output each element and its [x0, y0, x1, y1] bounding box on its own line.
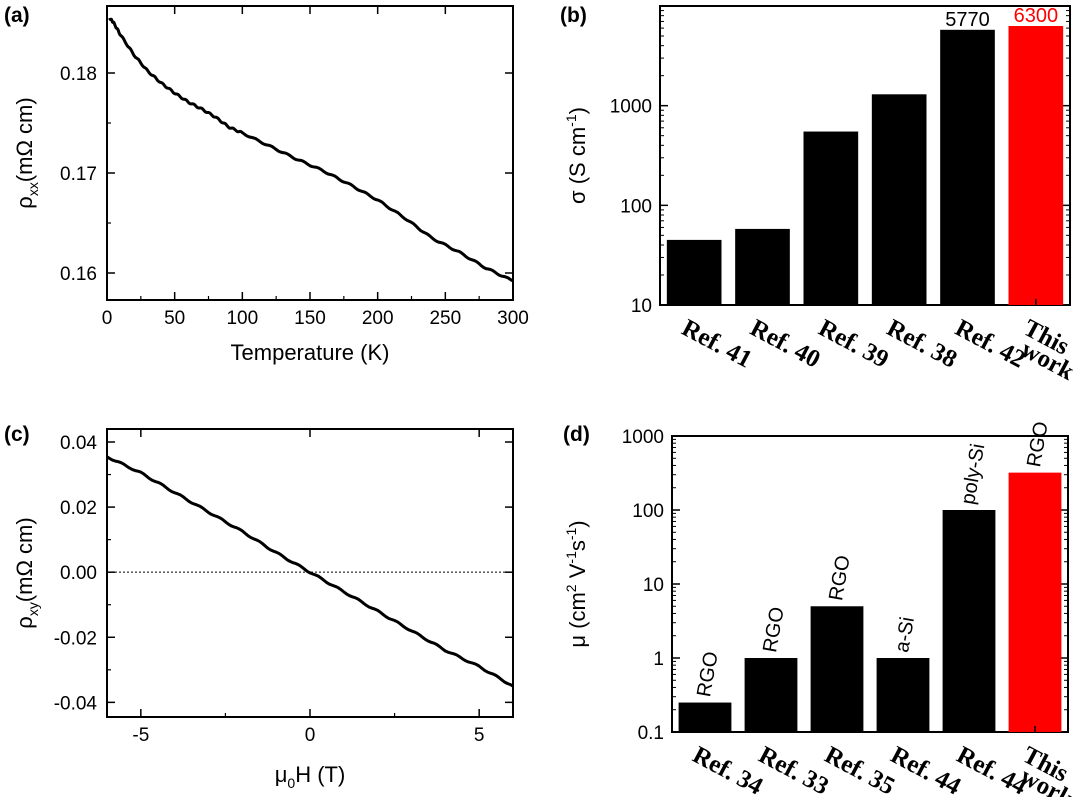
bar-value-label: 5770	[945, 9, 990, 31]
y-tick-label: 100	[620, 196, 652, 217]
category-label: Ref. 33	[754, 741, 833, 797]
category-label: Ref. 44	[886, 741, 965, 797]
y-tick-label: 10	[631, 296, 652, 317]
bar	[744, 658, 798, 732]
bar-value-label: RGO	[693, 650, 723, 699]
data-line	[108, 17, 514, 283]
y-tick-label: 10	[643, 575, 664, 596]
x-tick-label: -5	[132, 725, 149, 746]
panel-a-frame	[106, 5, 514, 301]
panel-label: (d)	[563, 423, 590, 446]
panel-b-frame	[659, 5, 1071, 306]
category-label: Ref. 40	[746, 314, 825, 373]
y-tick-label: 1	[653, 649, 664, 670]
x-tick-label: 250	[429, 308, 461, 329]
y-axis-label: μ (cm2 V-1s-1)	[563, 520, 590, 647]
y-axis-label: ρxy(mΩ cm)	[12, 517, 41, 628]
data-line	[106, 455, 514, 688]
bar	[666, 239, 722, 305]
x-tick-label: 5	[474, 725, 485, 746]
panel-label: (b)	[560, 4, 587, 27]
bar	[1008, 472, 1062, 732]
bar-value-label: poly-Si	[957, 442, 989, 506]
bar	[803, 131, 859, 305]
y-tick-label: 0.00	[60, 563, 97, 584]
x-axis-label: Temperature (K)	[231, 340, 390, 365]
x-axis-label: μ0H (T)	[275, 762, 346, 791]
bar-value-label: RGO	[825, 554, 855, 603]
y-tick-label: 0.02	[60, 498, 97, 519]
y-tick-label: -0.02	[54, 628, 97, 649]
y-tick-label: 0.17	[60, 164, 97, 185]
y-tick-label: 100	[632, 501, 664, 522]
bar-value-label: RGO	[1023, 420, 1053, 469]
bar	[876, 658, 930, 732]
bar	[942, 510, 996, 732]
y-tick-label: 0.16	[60, 264, 97, 285]
x-tick-label: 300	[497, 308, 529, 329]
y-tick-label: 0.1	[638, 723, 664, 744]
category-label: Ref. 42	[951, 314, 1030, 373]
bar	[871, 94, 927, 306]
x-tick-label: 0	[102, 308, 113, 329]
category-label: Ref. 41	[677, 314, 756, 373]
y-tick-label: 0.18	[60, 64, 97, 85]
category-label: Ref. 39	[814, 314, 893, 373]
y-tick-label: 0.04	[60, 433, 97, 454]
y-axis-label: σ (S cm-1)	[563, 107, 590, 204]
bar	[810, 606, 864, 732]
y-tick-label: 1000	[622, 427, 664, 448]
x-tick-label: 0	[305, 725, 316, 746]
bar	[1008, 25, 1064, 306]
panel-label: (a)	[4, 4, 30, 27]
bar-value-label: a-Si	[891, 615, 919, 654]
bar-value-label: RGO	[759, 605, 789, 654]
panel-label: (c)	[4, 423, 30, 446]
category-label: Ref. 34	[688, 741, 767, 797]
y-axis-label: ρxx(mΩ cm)	[12, 97, 41, 208]
x-tick-label: 200	[362, 308, 394, 329]
bar	[940, 29, 995, 306]
panel-d: (d) 0.1 1 10 100 1000 RGO Ref. 34 RGO Ref. 33 RGO R…	[563, 420, 1078, 797]
y-tick-label: 1000	[610, 97, 652, 118]
panel-c: (c) -5 0 5 -0.04 -0.02 0.00 0.02 0.04 μ0H (T) ρxy(…	[4, 423, 514, 791]
y-tick-label: -0.04	[54, 693, 98, 714]
x-tick-label: 150	[294, 308, 326, 329]
x-tick-label: 50	[164, 308, 185, 329]
x-tick-label: 100	[226, 308, 258, 329]
bar	[735, 228, 790, 305]
bar-value-label: 6300	[1014, 5, 1059, 27]
category-label: Ref. 35	[820, 741, 899, 797]
category-label: Ref. 38	[882, 314, 961, 373]
panel-a: (a) 0 50 100 150 200 250 300 0.16 0.17 0.18 Tempera…	[4, 4, 529, 365]
